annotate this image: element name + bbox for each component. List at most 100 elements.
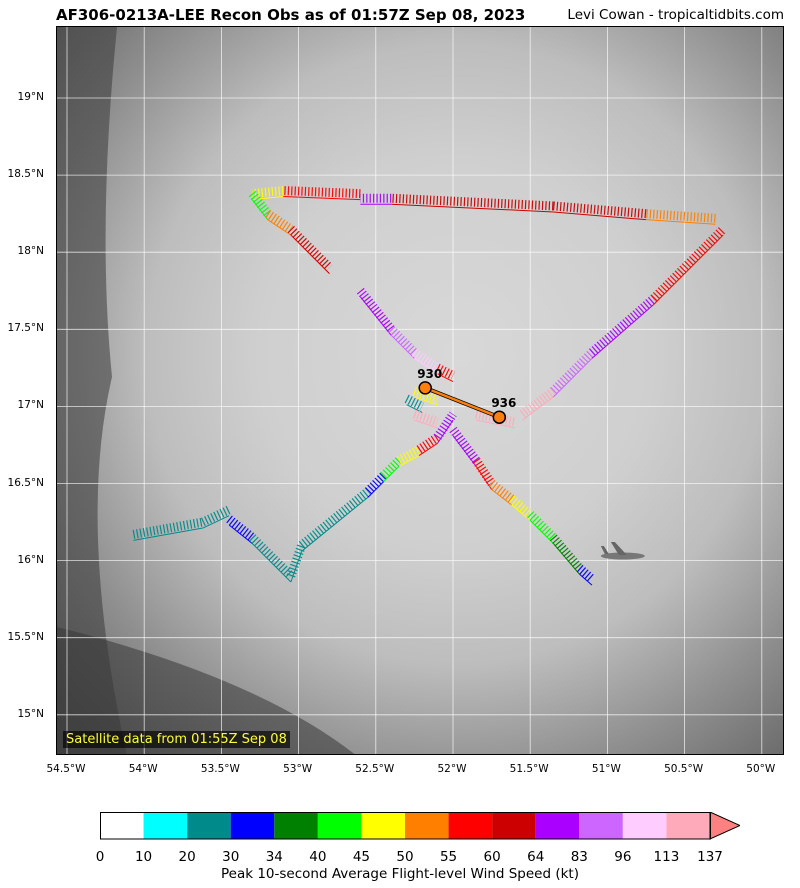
colorbar-bin — [361, 812, 405, 839]
wind-barb-segment — [364, 472, 387, 495]
flight-track-segment — [202, 515, 230, 529]
wind-barb-segment — [286, 543, 306, 578]
colorbar-tick-label: 20 — [178, 849, 196, 865]
wind-barb-segment — [404, 394, 425, 411]
lat-tick-label: 16.5°N — [7, 476, 44, 489]
wind-barb-segment — [650, 225, 727, 302]
flight-track-segment — [437, 373, 454, 383]
colorbar-tick-label: 10 — [134, 849, 153, 865]
lon-tick-label: 53°W — [283, 763, 313, 775]
wind-barb-segment — [265, 209, 294, 233]
wind-barb-segment — [645, 209, 716, 223]
flight-track-segment — [414, 419, 438, 429]
lon-tick-label: 51°W — [591, 763, 621, 775]
wind-barb-segment — [550, 349, 596, 395]
colorbar-bin — [666, 812, 710, 839]
flight-track-segment — [653, 234, 724, 305]
flight-track-segment — [301, 496, 369, 552]
flight-track-segment — [414, 396, 438, 406]
wind-barb-segment — [248, 190, 272, 217]
flight-track-segment — [553, 211, 647, 221]
lon-tick-label: 53.5°W — [200, 763, 240, 775]
lat-tick-label: 15°N — [17, 707, 44, 720]
center-pressure-label: 930 — [417, 367, 442, 381]
airplane-icon — [600, 541, 645, 560]
wind-barb-segment — [282, 186, 361, 199]
wind-barb-segment — [380, 457, 403, 479]
wind-barb-segment — [508, 495, 534, 518]
wind-barb-segment — [396, 445, 422, 465]
colorbar-bin — [492, 812, 536, 839]
center-fix-marker — [492, 410, 507, 424]
wind-barb-segment — [588, 295, 657, 356]
colorbar-bin — [622, 812, 667, 839]
wind-barb-segment — [391, 193, 554, 211]
wind-barb-segment — [527, 511, 557, 541]
flight-track-segment — [398, 455, 420, 467]
satellite-map: 930 936 Satellite data from 01:55Z Sep 08 — [56, 26, 784, 755]
colorbar-tick-label: 55 — [439, 849, 458, 865]
flight-track-segment — [418, 442, 438, 456]
colorbar-bin — [535, 812, 580, 839]
airplane-fuselage — [600, 552, 645, 560]
flight-track-segment — [367, 481, 384, 498]
flight-track-segment — [491, 489, 512, 506]
colorbar-extend-arrow — [709, 812, 740, 840]
wind-barb-segment — [287, 225, 333, 271]
lon-tick-label: 52.5°W — [355, 763, 395, 775]
colorbar-label: Peak 10-second Average Flight-level Wind… — [221, 866, 579, 882]
wind-barb-segment — [576, 564, 595, 583]
wind-barb-segment — [449, 426, 480, 464]
lat-tick-label: 17.5°N — [7, 322, 44, 335]
colorbar-tick-label: 60 — [483, 849, 501, 865]
colorbar-bin — [100, 812, 144, 839]
wind-barb-segment — [549, 534, 584, 572]
wind-barb-segment — [519, 387, 557, 418]
wind-barb-segment — [472, 457, 496, 486]
lon-tick-label: 50°W — [746, 763, 776, 775]
colorbar-tick-label: 34 — [265, 849, 283, 865]
flight-track-segment — [391, 203, 554, 213]
colorbar-bin — [187, 812, 231, 839]
center-fix-marker — [418, 381, 432, 395]
flight-track-segment — [283, 196, 361, 201]
wind-barb-segment — [249, 534, 295, 580]
satellite-timestamp-label: Satellite data from 01:55Z Sep 08 — [63, 731, 290, 748]
wind-barb-segment — [412, 409, 439, 427]
flight-track-segment — [133, 527, 203, 541]
credit-label: Levi Cowan - tropicaltidbits.com — [567, 7, 784, 23]
lon-tick-label: 54.5°W — [46, 763, 86, 775]
wind-barb-segment — [132, 517, 204, 539]
colorbar-tick-label: 0 — [95, 849, 105, 865]
colorbar-bin — [448, 812, 493, 839]
wind-barb-segment — [388, 326, 418, 356]
flight-track-segment — [359, 296, 392, 336]
lon-tick-label: 51.5°W — [509, 763, 549, 775]
lat-tick-label: 18.5°N — [7, 168, 44, 181]
wind-barb-segment — [226, 515, 256, 541]
colorbar-bin — [405, 812, 449, 839]
colorbar-tick-label: 113 — [653, 849, 680, 865]
wind-barb-segment — [356, 287, 395, 333]
lon-tick-label: 50.5°W — [664, 763, 704, 775]
lon-tick-label: 54°W — [128, 763, 158, 775]
colorbar-bin — [274, 812, 318, 839]
lat-tick-label: 18°N — [17, 245, 44, 258]
flight-track-segment — [390, 334, 415, 359]
airplane-tail — [600, 545, 609, 554]
flight-track-segment — [591, 304, 655, 359]
lat-tick-label: 16°N — [17, 553, 44, 566]
wind-barb-segment — [411, 348, 441, 372]
flight-track-segment — [290, 234, 330, 274]
flight-track-segment — [251, 543, 292, 583]
colorbar-tick-label: 96 — [614, 849, 632, 865]
flight-track-segment — [290, 551, 303, 583]
flight-track-segment — [267, 219, 292, 236]
flight-track-segment — [645, 219, 716, 225]
wind-barb-segment — [433, 411, 457, 440]
wind-barb-segment — [412, 386, 439, 403]
colorbar-tick-label: 45 — [352, 849, 371, 865]
colorbar-bin — [317, 812, 362, 839]
flight-track-segment — [475, 466, 493, 490]
wind-barb-segment — [552, 201, 647, 219]
